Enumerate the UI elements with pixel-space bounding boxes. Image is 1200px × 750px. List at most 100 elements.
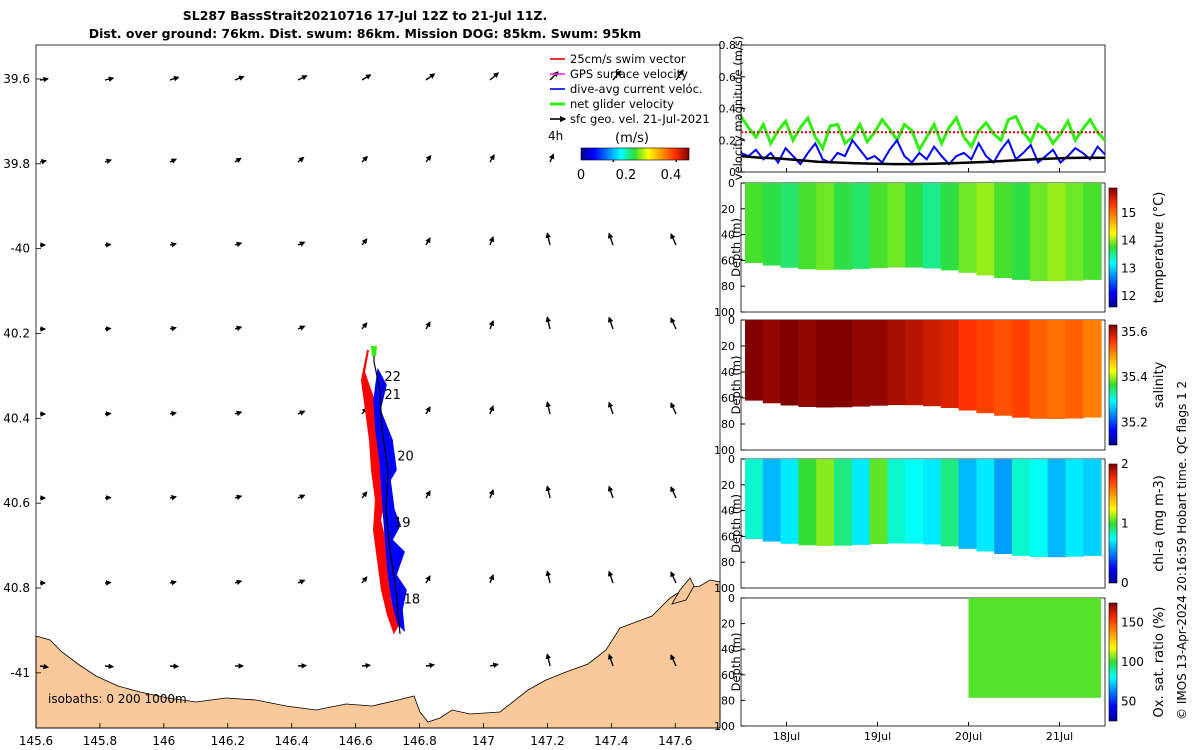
velocity-arrow bbox=[297, 75, 308, 81]
imos-credit: © IMOS 13-Apr-2024 20:16:59 Hobart time.… bbox=[1175, 381, 1189, 720]
velocity-series-net_glider bbox=[739, 114, 1107, 154]
sec-chl-column bbox=[780, 459, 799, 544]
sec-ox-colorbar bbox=[1108, 602, 1118, 722]
velocity-arrow bbox=[545, 401, 552, 415]
sec-temp-colorbar-tick: 15 bbox=[1121, 206, 1136, 220]
map-y-tick-label: -40 bbox=[10, 242, 30, 256]
sec-temp-colorbar-tick: 13 bbox=[1121, 261, 1136, 275]
temperature-panel: 0 20 40 60 80 100 Depth (m) 12 13 14 15 temperature… bbox=[714, 177, 1167, 319]
velocity-arrow bbox=[297, 241, 306, 247]
velocity-arrow bbox=[297, 410, 306, 416]
tasmania-land bbox=[35, 577, 721, 729]
map-x-tick-label: 145.8 bbox=[83, 734, 117, 748]
velocity-arrow bbox=[545, 653, 552, 667]
sec-ox-y-tick-label: 20 bbox=[721, 618, 735, 631]
velocity-arrow bbox=[545, 232, 552, 246]
map-x-tick-label: 145.6 bbox=[19, 734, 53, 748]
sec-chl-column bbox=[1083, 459, 1102, 556]
sec-sal-column bbox=[762, 320, 782, 404]
sec-temp-column bbox=[976, 183, 995, 276]
velocity-arrow bbox=[545, 570, 552, 584]
sec-sal-column bbox=[869, 320, 888, 406]
map-x-tick-label: 146 bbox=[152, 734, 175, 748]
map-x-tick-label: 146.2 bbox=[211, 734, 245, 748]
sec-sal-y-tick-label: 60 bbox=[721, 392, 735, 405]
sec-sal-column bbox=[1012, 320, 1031, 418]
legend-label: sfc geo. vel. 21-Jul-2021 bbox=[570, 112, 710, 126]
sec-temp-colorbar bbox=[1108, 187, 1118, 308]
sec-sal-column bbox=[834, 320, 853, 408]
map-y-tick-label: 39.8 bbox=[3, 157, 30, 171]
small-island bbox=[671, 577, 695, 605]
speed-colorbar-tick: 0 bbox=[577, 168, 585, 183]
sec-chl-column bbox=[745, 459, 764, 539]
sec-sal-column bbox=[1065, 320, 1084, 419]
velocity-y-tick-label: 0.2 bbox=[719, 134, 737, 147]
sec-temp-y-tick-label: 40 bbox=[721, 229, 735, 242]
sec-temp-column bbox=[762, 183, 782, 266]
velocity-arrow bbox=[104, 580, 112, 586]
sec-sal-colorbar-tick: 35.6 bbox=[1121, 325, 1148, 339]
velocity-arrow bbox=[104, 326, 112, 332]
sec-temp-column bbox=[851, 183, 871, 269]
velocity-arrow bbox=[234, 241, 243, 248]
day-label-21: 21 bbox=[384, 388, 401, 403]
sec-sal-column bbox=[780, 320, 799, 406]
day-label-18: 18 bbox=[404, 593, 421, 608]
sec-sal-y-tick-label: 0 bbox=[728, 314, 735, 327]
velocity-arrow bbox=[675, 69, 684, 81]
velocity-arrow bbox=[425, 237, 431, 246]
map-x-tick-label: 146.4 bbox=[275, 734, 309, 748]
sec-temp-column bbox=[1029, 183, 1049, 281]
sec-temp-column bbox=[745, 183, 764, 263]
sec-temp-y-tick-label: 0 bbox=[728, 177, 735, 190]
sec-temp-ylabel: Depth (m) bbox=[729, 218, 743, 277]
velocity-arrow bbox=[234, 579, 243, 586]
sec-sal-column bbox=[1029, 320, 1049, 419]
sec-sal-column bbox=[887, 320, 906, 406]
legend-label: net glider velocity bbox=[570, 97, 674, 111]
sec-chl-column bbox=[958, 459, 977, 549]
map-y-tick-label: 40.6 bbox=[3, 496, 30, 510]
sec-chl-colorbar bbox=[1108, 463, 1118, 584]
sec-chl-column bbox=[976, 459, 995, 552]
velocity-arrow bbox=[612, 70, 622, 81]
sec-sal-column bbox=[958, 320, 977, 411]
sec-temp-column bbox=[1047, 183, 1066, 282]
sec-ox-colorbar-tick: 150 bbox=[1121, 616, 1144, 630]
velocity-arrow bbox=[169, 76, 180, 82]
sec-temp-column bbox=[1083, 183, 1102, 280]
velocity-arrow bbox=[670, 233, 677, 246]
velocity-arrow bbox=[607, 653, 614, 667]
velocity-y-tick-label: 0 bbox=[729, 166, 736, 179]
sec-sal-column bbox=[745, 320, 764, 401]
velocity-arrow bbox=[297, 579, 306, 585]
sec-temp-column bbox=[994, 183, 1013, 278]
sec-sal-column bbox=[905, 320, 924, 406]
legend-4h-label: 4h bbox=[548, 129, 563, 143]
sec-chl-column bbox=[869, 459, 888, 544]
velocity-arrow bbox=[234, 410, 243, 417]
sec-temp-column bbox=[869, 183, 888, 268]
velocity-series-dive_avg bbox=[740, 138, 1106, 166]
velocity-arrow bbox=[607, 401, 614, 415]
isobaths-label: isobaths: 0 200 1000m bbox=[48, 692, 187, 706]
speed-colorbar-label: (m/s) bbox=[615, 131, 649, 146]
velocity-y-tick-label: 0.6 bbox=[719, 71, 737, 84]
velocity-arrow bbox=[488, 236, 495, 246]
chla-panel: 0 20 40 60 80 100 Depth (m) 0 1 2 chl-a (mg m-3) bbox=[714, 453, 1167, 595]
sec-sal-y-tick-label: 100 bbox=[714, 444, 735, 457]
sec-ox-y-tick-label: 0 bbox=[728, 592, 735, 605]
sec-sal-column bbox=[994, 320, 1013, 416]
velocity-arrow bbox=[425, 73, 436, 81]
velocity-arrow bbox=[169, 158, 178, 164]
sec-temp-column bbox=[816, 183, 835, 270]
velocity-arrow bbox=[489, 72, 500, 81]
velocity-arrow bbox=[297, 156, 305, 163]
map-x-tick-label: 147 bbox=[472, 734, 495, 748]
velocity-arrow bbox=[361, 238, 368, 246]
velocity-arrow bbox=[361, 576, 368, 584]
map-x-tick-label: 147.2 bbox=[530, 734, 564, 748]
